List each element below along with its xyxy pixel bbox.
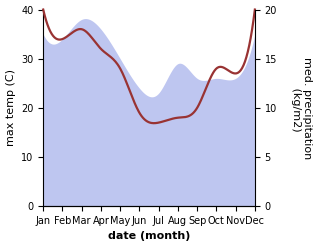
Y-axis label: med. precipitation
 (kg/m2): med. precipitation (kg/m2) xyxy=(291,57,313,159)
Y-axis label: max temp (C): max temp (C) xyxy=(5,69,16,146)
X-axis label: date (month): date (month) xyxy=(108,231,190,242)
